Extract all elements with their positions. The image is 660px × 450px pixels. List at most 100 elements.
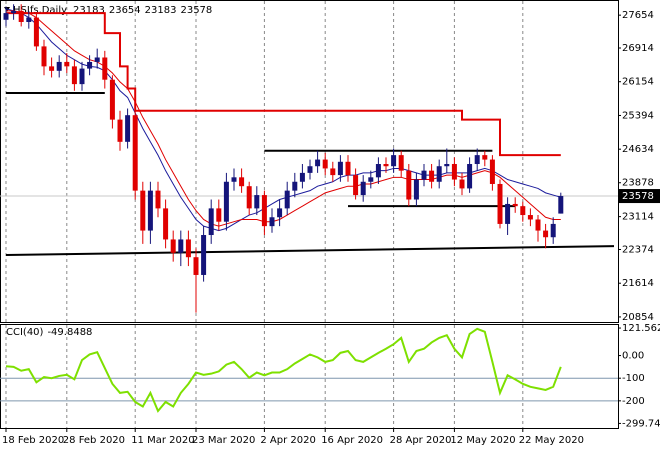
x-tick-label: 23 Mar 2020	[192, 435, 255, 446]
candle-body	[489, 159, 495, 184]
candle-body	[132, 115, 138, 191]
step-line	[6, 12, 561, 157]
candle-body	[87, 61, 93, 69]
candle-body	[208, 208, 214, 236]
candle-body	[444, 164, 450, 167]
candle-body	[322, 159, 328, 169]
x-tick-label: 16 Apr 2020	[321, 435, 383, 446]
y-tick-label: 25394	[622, 110, 654, 121]
candle-body	[269, 217, 275, 227]
y-tick-label: 26154	[622, 77, 654, 88]
candle-body	[337, 161, 343, 176]
y-tick-label: 23114	[622, 212, 654, 223]
candle-body	[421, 170, 427, 180]
current-price-box	[619, 189, 660, 204]
ohlc-high: 23654	[109, 5, 141, 16]
cci-panel	[0, 324, 619, 429]
candle-body	[330, 168, 336, 176]
candle-body	[11, 10, 17, 14]
candle-body	[117, 119, 123, 142]
x-tick-label: 2 Apr 2020	[260, 435, 315, 446]
candle-body	[550, 223, 556, 238]
candle-body	[193, 257, 199, 275]
symbol: HSIfs,Daily	[13, 5, 67, 16]
candle-body	[353, 175, 359, 196]
candle-body	[185, 239, 191, 258]
chart-title: HSIfs,Daily 23183 23654 23183 23578	[13, 5, 212, 16]
indicator: CCI(40)	[6, 327, 44, 338]
y-tick-label: -200	[622, 396, 645, 407]
y-tick-label: 23878	[622, 178, 654, 189]
candle-body	[535, 219, 541, 231]
x-tick-label: 12 May 2020	[450, 435, 515, 446]
candle-body	[474, 155, 480, 165]
candle-body	[163, 208, 169, 240]
candle-body	[497, 183, 503, 224]
y-tick-label: 0.00	[622, 351, 644, 362]
candle-body	[558, 196, 564, 214]
candle-body	[246, 186, 252, 209]
candle-body	[254, 195, 260, 209]
candle-body	[170, 239, 176, 253]
candle-body	[315, 159, 321, 167]
y-tick-label: 22374	[622, 244, 654, 255]
candle-body	[64, 61, 70, 67]
candle-body	[482, 155, 488, 160]
candle-body	[383, 164, 389, 167]
candle-body	[368, 177, 374, 182]
candle-body	[155, 190, 161, 209]
candle-body	[231, 177, 237, 182]
candle-body	[3, 13, 9, 20]
candle-body	[94, 57, 100, 62]
candle-body	[345, 161, 351, 176]
cci-title: CCI(40) -49.8488	[6, 327, 92, 338]
ohlc-close: 23578	[180, 5, 212, 16]
y-tick-label: -100	[622, 373, 645, 384]
candle-body	[527, 215, 533, 220]
candle-body	[413, 179, 419, 200]
candle-body	[18, 10, 24, 22]
x-tick-label: 28 Feb 2020	[63, 435, 125, 446]
candle-body	[375, 164, 381, 178]
y-tick-label: 27654	[622, 10, 654, 21]
cci-line	[5, 327, 562, 413]
y-tick-label: -299.747	[622, 418, 660, 429]
candle-body	[406, 170, 412, 200]
x-tick-label: 11 Mar 2020	[131, 435, 194, 446]
candle-body	[216, 208, 222, 222]
moving-average	[6, 10, 561, 227]
x-tick-label: 28 Apr 2020	[390, 435, 452, 446]
candle-body	[398, 155, 404, 171]
candle-body	[459, 179, 465, 189]
candle-body	[178, 239, 184, 253]
candle-body	[307, 166, 313, 173]
candle-body	[436, 166, 442, 182]
candle-body	[292, 181, 298, 191]
candle-body	[109, 79, 115, 120]
candle-body	[284, 190, 290, 209]
y-tick-label: 24634	[622, 144, 654, 155]
candle-body	[391, 155, 397, 167]
candle-body	[201, 235, 207, 275]
ohlc-low: 23183	[145, 5, 177, 16]
candle-body	[543, 230, 549, 238]
x-tick-label: 22 May 2020	[519, 435, 584, 446]
candle-body	[505, 203, 511, 224]
candle-body	[79, 68, 85, 85]
current-price-label: 23578	[622, 191, 654, 202]
indicator-value: -49.8488	[47, 327, 92, 338]
candle-body	[147, 190, 153, 231]
candle-body	[277, 208, 283, 218]
y-tick-label: 121.5627	[622, 323, 660, 334]
candle-body	[125, 115, 131, 142]
candle-body	[223, 181, 229, 222]
y-tick-label: 26914	[622, 43, 654, 54]
trendline	[5, 245, 615, 256]
candle-body	[41, 46, 47, 67]
candle-body	[102, 57, 108, 80]
candle-body	[49, 66, 55, 71]
x-tick-label: 18 Feb 2020	[2, 435, 64, 446]
candle-body	[71, 66, 77, 85]
candle-body	[299, 172, 305, 182]
